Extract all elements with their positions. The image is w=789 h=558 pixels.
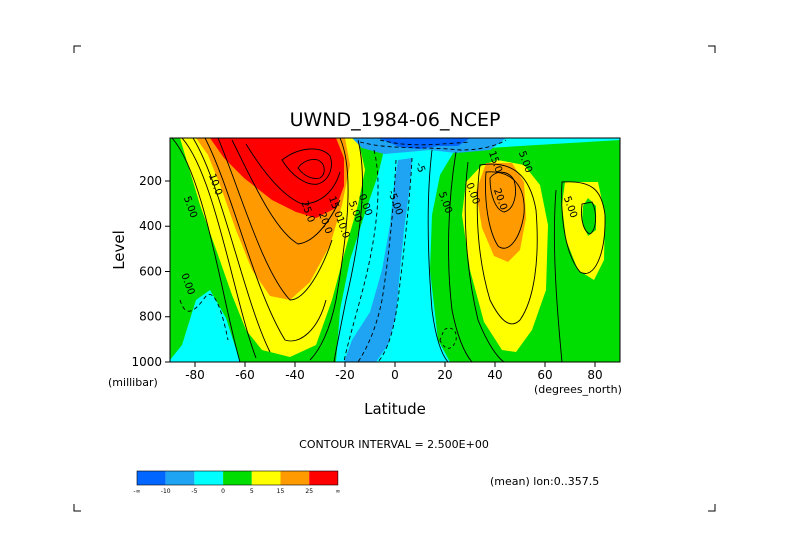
x-axis-title: Latitude: [364, 400, 426, 418]
colorbar-swatch: [223, 471, 252, 485]
x-tick-label: -20: [335, 368, 355, 382]
fill-blue-equatorial-band: [344, 158, 412, 362]
x-tick-label: -40: [285, 368, 305, 382]
fill-darkblue-upper-core: [378, 138, 470, 149]
x-tick-label: -80: [185, 368, 205, 382]
x-tick-label: 40: [487, 368, 502, 382]
y-axis: 200 400 600 800 1000: [131, 174, 170, 369]
colorbar-swatch: [309, 471, 338, 485]
corner-mark-top-left: [73, 45, 81, 53]
contour-lines: [171, 138, 606, 362]
colorbar-swatch: [251, 471, 281, 485]
fill-orange-northern: [476, 163, 526, 262]
colorbar-level-label: 25: [305, 488, 313, 495]
colorbar-swatch: [165, 471, 195, 485]
fill-green-high-lat-core: [582, 198, 596, 236]
corner-mark-top-right: [708, 45, 716, 53]
colorbar-swatch: [194, 471, 224, 485]
fill-red-jet-core: [210, 138, 344, 218]
colorbar: -∞ -10 -5 0 5 15 25 ∞: [133, 470, 340, 495]
x-tick-label: 80: [587, 368, 602, 382]
y-axis-units: (millibar): [108, 376, 158, 389]
contour-interval-text: CONTOUR INTERVAL = 2.500E+00: [299, 438, 489, 451]
colorbar-level-label: 5: [250, 488, 254, 495]
x-tick-label: 60: [537, 368, 552, 382]
colorbar-level-label: 15: [277, 488, 285, 495]
y-tick-label: 400: [139, 219, 162, 233]
y-tick-label: 200: [139, 174, 162, 188]
colorbar-level-label: -∞: [133, 488, 140, 495]
colorbar-swatch: [137, 471, 166, 485]
colorbar-level-label: -5: [191, 488, 197, 495]
chart-title: UWND_1984-06_NCEP: [290, 109, 501, 131]
contour-label: -5: [413, 161, 427, 174]
colorbar-level-label: ∞: [335, 488, 340, 495]
colorbar-level-label: -10: [161, 488, 171, 495]
region-note: (mean) lon:0..357.5: [490, 475, 599, 488]
corner-mark-bottom-right: [708, 504, 716, 512]
y-tick-label: 800: [139, 310, 162, 324]
x-axis-units: (degrees_north): [534, 383, 622, 396]
colorbar-swatch: [280, 471, 310, 485]
x-tick-label: 0: [391, 368, 399, 382]
corner-mark-bottom-left: [73, 504, 81, 512]
y-tick-label: 600: [139, 264, 162, 278]
x-tick-label: -60: [235, 368, 255, 382]
x-tick-label: 20: [437, 368, 452, 382]
colorbar-level-label: 0: [221, 488, 225, 495]
y-axis-title: Level: [110, 230, 128, 270]
x-axis: -80 -60 -40 -20 0 20 40 60 80: [185, 362, 603, 382]
y-tick-label: 1000: [131, 355, 162, 369]
colorbar-frame: [136, 470, 339, 486]
